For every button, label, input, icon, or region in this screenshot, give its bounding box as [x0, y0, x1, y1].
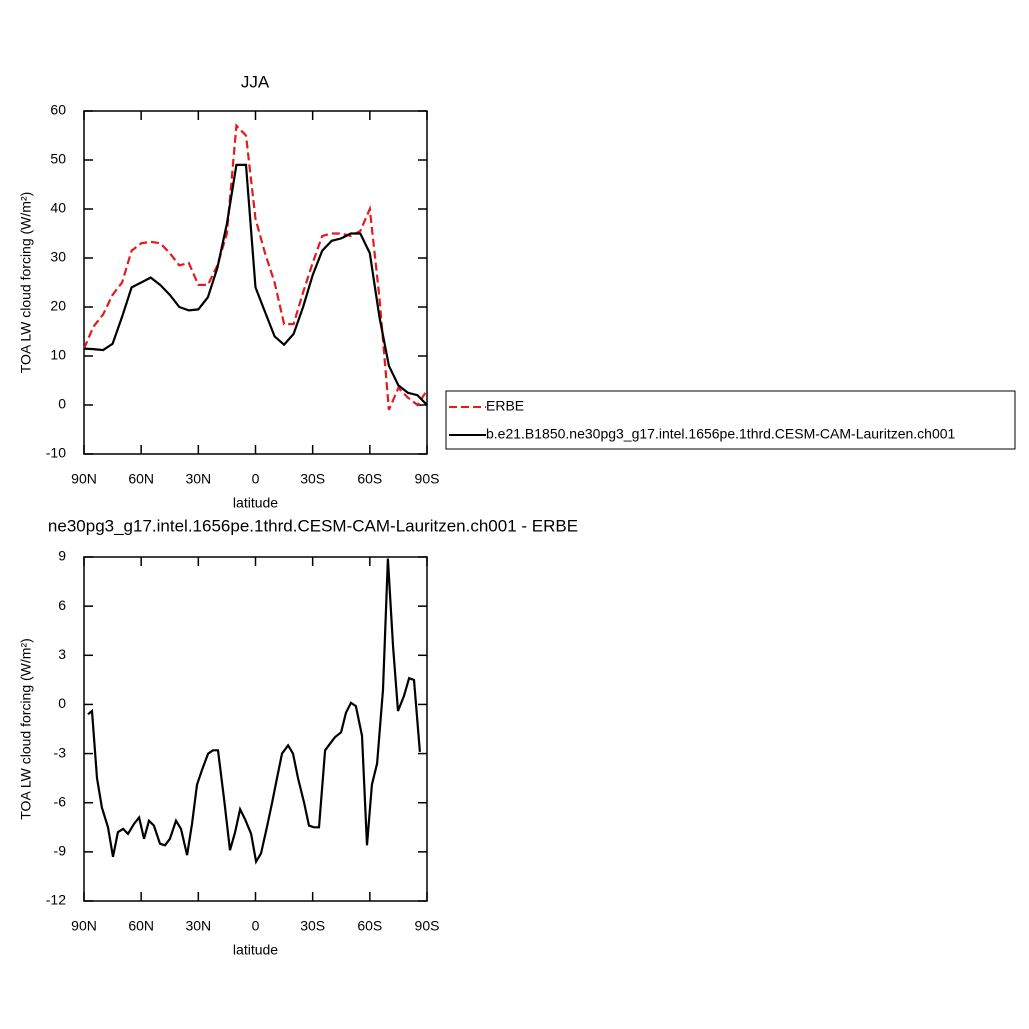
y-tick-label: -10 — [46, 445, 66, 461]
y-axis-label: TOA LW cloud forcing (W/m²) — [18, 638, 34, 820]
x-axis-label: latitude — [233, 495, 278, 511]
y-tick-label: 9 — [58, 548, 66, 564]
y-axis-label: TOA LW cloud forcing (W/m²) — [18, 192, 34, 374]
x-tick-label: 60N — [128, 471, 154, 487]
x-tick-label: 60S — [357, 918, 382, 934]
x-tick-label: 90N — [71, 918, 97, 934]
x-tick-label: 30N — [185, 918, 211, 934]
x-tick-label: 90N — [71, 471, 97, 487]
y-tick-label: 0 — [58, 695, 66, 711]
y-tick-label: -6 — [54, 793, 67, 809]
x-tick-label: 30S — [300, 471, 325, 487]
x-axis-label: latitude — [233, 942, 278, 958]
y-tick-label: -3 — [54, 744, 67, 760]
y-tick-label: 30 — [50, 249, 66, 265]
y-tick-label: 6 — [58, 597, 66, 613]
x-tick-label: 60N — [128, 918, 154, 934]
legend-box — [445, 390, 1016, 450]
y-tick-label: 60 — [50, 102, 66, 118]
x-tick-label: 90S — [415, 471, 440, 487]
y-tick-label: 50 — [50, 151, 66, 167]
legend-label: b.e21.B1850.ne30pg3_g17.intel.1656pe.1th… — [486, 426, 956, 442]
data-line — [87, 558, 421, 865]
legend-label: ERBE — [486, 398, 524, 414]
chart-title: JJA — [241, 72, 270, 91]
y-tick-label: -12 — [46, 892, 66, 908]
x-tick-label: 0 — [252, 471, 260, 487]
chart-title: ne30pg3_g17.intel.1656pe.1thrd.CESM-CAM-… — [48, 516, 578, 535]
y-tick-label: 20 — [50, 298, 66, 314]
x-tick-label: 30S — [300, 918, 325, 934]
y-tick-label: 10 — [50, 347, 66, 363]
y-tick-label: 40 — [50, 200, 66, 216]
y-tick-label: 3 — [58, 646, 66, 662]
y-tick-label: -9 — [54, 843, 67, 859]
y-tick-label: 0 — [58, 396, 66, 412]
x-tick-label: 60S — [357, 471, 382, 487]
plot-frame — [83, 556, 428, 902]
data-line — [82, 123, 428, 411]
x-tick-label: 0 — [252, 918, 260, 934]
data-line — [83, 163, 428, 406]
x-tick-label: 90S — [415, 918, 440, 934]
x-tick-label: 30N — [185, 471, 211, 487]
